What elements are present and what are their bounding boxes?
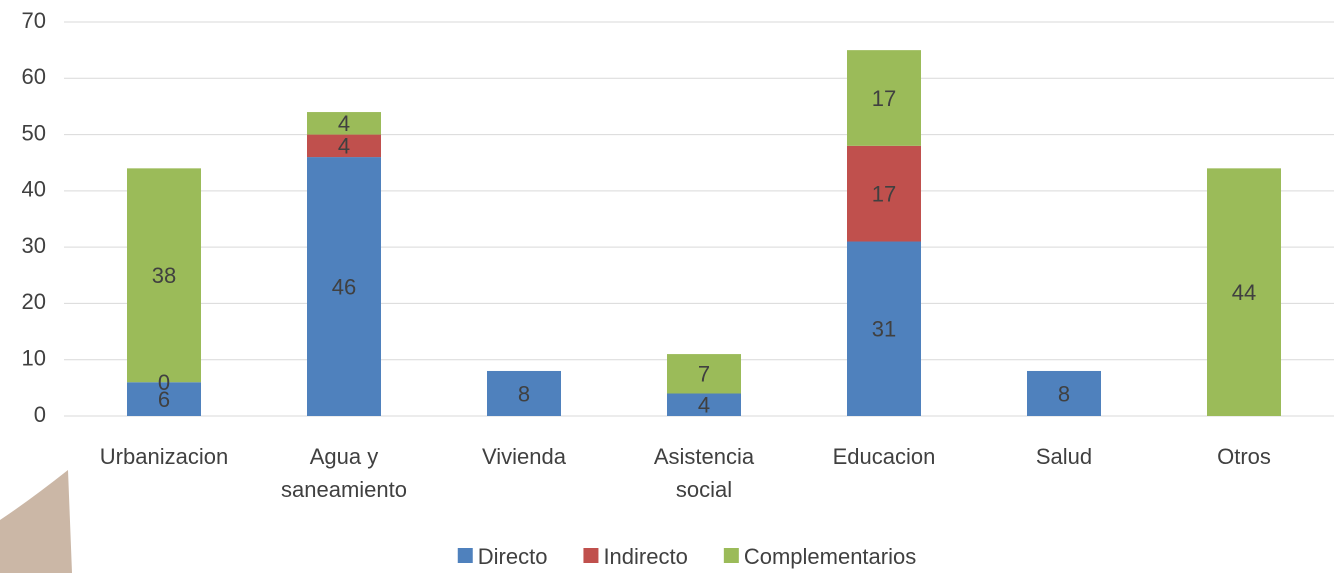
bar-segment	[847, 241, 921, 416]
legend-swatch	[457, 548, 473, 563]
x-tick-label: Educacion	[833, 444, 936, 469]
legend-label: Directo	[478, 544, 548, 569]
x-tick-label: Urbanizacion	[100, 444, 228, 469]
data-label: 4	[698, 393, 710, 418]
legend-swatch	[723, 548, 739, 563]
x-tick-label: Asistencia social	[654, 444, 755, 502]
data-label: 4	[338, 111, 350, 136]
data-label: 7	[698, 362, 710, 387]
data-label: 4	[338, 134, 350, 159]
x-tick-label: Agua y saneamiento	[281, 444, 407, 502]
data-label: 17	[872, 86, 896, 111]
x-tick-label: Salud	[1036, 444, 1092, 469]
y-tick-label: 40	[22, 177, 46, 202]
bar-segment	[667, 354, 741, 394]
data-label: 6	[158, 387, 170, 412]
y-tick-label: 30	[22, 233, 46, 258]
data-label: 0	[158, 370, 170, 395]
y-tick-label: 60	[22, 64, 46, 89]
y-tick-label: 50	[22, 120, 46, 145]
bar-segment	[847, 145, 921, 242]
decoration	[0, 470, 72, 573]
data-label: 31	[872, 317, 896, 342]
data-label: 17	[872, 181, 896, 206]
y-tick-label: 10	[22, 346, 46, 371]
bar-segment	[487, 370, 561, 416]
bar-segment	[307, 112, 381, 135]
y-tick-label: 0	[34, 402, 46, 427]
x-tick-label: Vivienda	[482, 444, 567, 469]
data-label: 38	[152, 263, 176, 288]
bar-segment	[847, 50, 921, 146]
y-tick-label: 70	[22, 8, 46, 33]
bar-segment	[127, 382, 201, 416]
bar-segment	[127, 168, 201, 383]
legend-swatch	[583, 548, 599, 563]
bar-segment	[667, 393, 741, 416]
bar-segment	[307, 157, 381, 417]
data-label: 8	[518, 381, 530, 406]
data-label: 8	[1058, 381, 1070, 406]
bar-segment	[307, 134, 381, 158]
bar-segment	[1027, 370, 1101, 416]
bar-segment	[1207, 168, 1281, 416]
legend-label: Complementarios	[744, 544, 916, 569]
data-label: 46	[332, 274, 356, 299]
y-tick-label: 20	[22, 289, 46, 314]
data-label: 44	[1232, 280, 1256, 305]
x-tick-label: Otros	[1217, 444, 1271, 469]
legend-label: Indirecto	[603, 544, 687, 569]
